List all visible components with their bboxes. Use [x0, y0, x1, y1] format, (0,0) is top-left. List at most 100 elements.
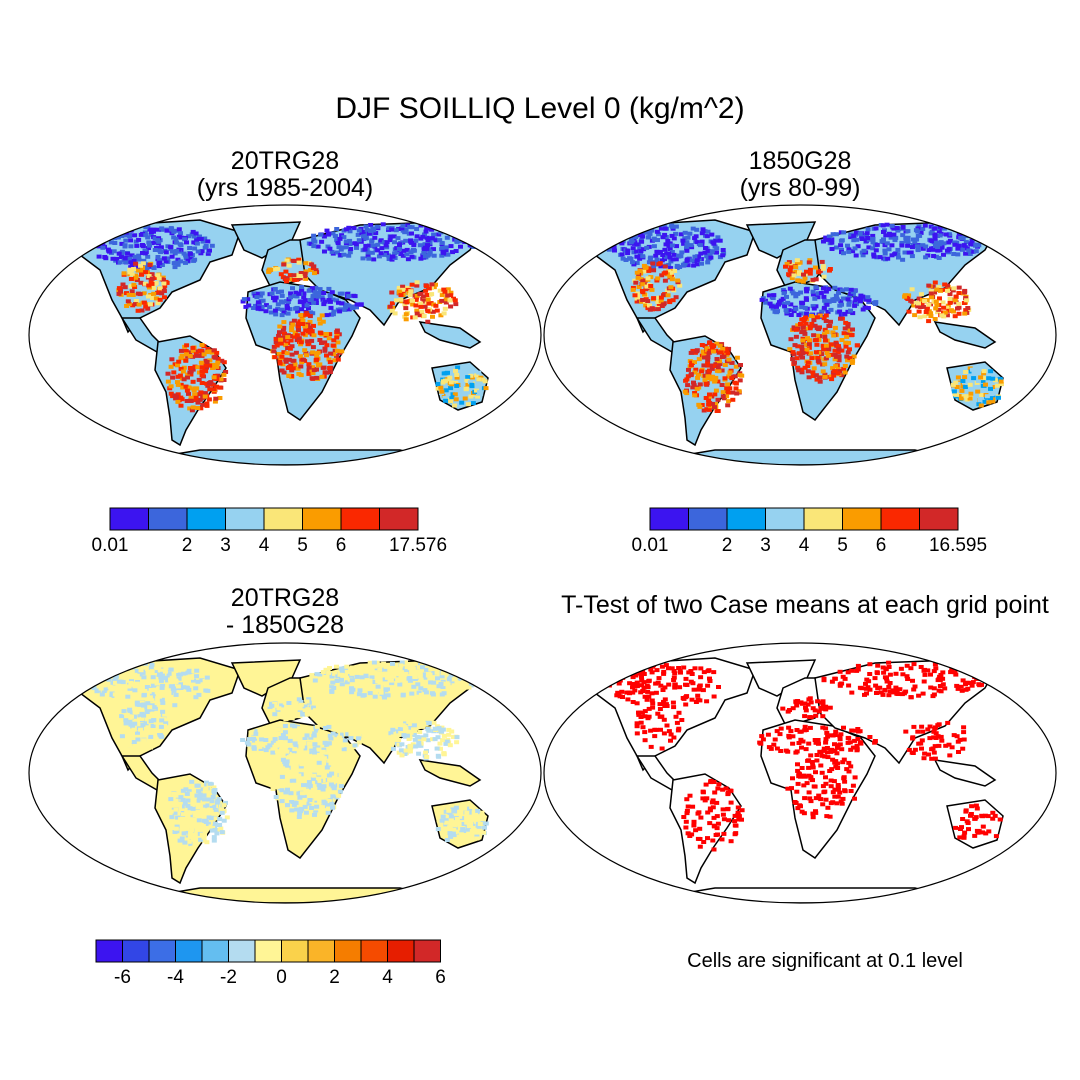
map-cell	[284, 775, 290, 780]
map-cell	[830, 232, 836, 237]
map-cell	[666, 682, 672, 687]
map-cell	[141, 693, 147, 698]
map-cell	[323, 667, 329, 672]
map-cell	[207, 363, 213, 368]
map-cell	[960, 817, 966, 821]
map-cell	[140, 231, 146, 236]
map-cell	[702, 378, 708, 383]
map-cell	[159, 277, 165, 282]
map-cell	[606, 247, 612, 252]
map-cell	[795, 323, 801, 328]
map-cell	[147, 727, 153, 732]
map-cell	[372, 694, 378, 699]
map-cell	[298, 271, 304, 275]
map-cell	[734, 355, 740, 360]
map-cell	[894, 691, 900, 696]
map-cell	[846, 299, 852, 304]
map-cell	[281, 370, 287, 375]
map-cell	[334, 679, 340, 683]
map-cell	[299, 735, 305, 740]
map-cell	[107, 249, 112, 254]
map-cell	[300, 712, 306, 717]
map-cell	[183, 384, 189, 389]
map-cell	[965, 306, 971, 310]
map-cell	[294, 807, 299, 812]
map-cell	[160, 671, 165, 676]
map-cell	[802, 796, 808, 801]
map-cell	[119, 714, 125, 719]
map-cell	[808, 776, 814, 781]
map-cell	[791, 309, 797, 314]
map-cell	[848, 308, 853, 313]
map-cell	[916, 693, 922, 698]
map-cell	[178, 395, 184, 400]
map-cell	[421, 737, 427, 742]
map-cell	[156, 258, 162, 263]
map-cell	[113, 680, 118, 685]
map-cell	[695, 693, 701, 698]
map-cell	[905, 235, 911, 240]
map-cell	[301, 304, 307, 309]
map-cell	[843, 320, 849, 325]
map-cell	[288, 791, 294, 796]
map-cell	[837, 309, 843, 314]
map-cell	[94, 689, 100, 694]
map-cell	[425, 738, 431, 743]
map-cell	[324, 743, 330, 747]
map-cell	[937, 233, 943, 238]
map-cell	[809, 760, 815, 764]
map-cell	[860, 307, 866, 312]
map-cell	[180, 369, 186, 374]
map-cell	[984, 676, 990, 681]
map-cell	[700, 790, 706, 795]
map-cell	[260, 298, 266, 303]
panel2-colorbar: 0.01 2 3 4 5 6 16.595	[632, 507, 987, 556]
map-cell	[855, 244, 861, 249]
map-cell	[906, 309, 912, 314]
map-cell	[375, 242, 381, 247]
map-cell	[877, 255, 883, 260]
map-cell	[634, 721, 640, 726]
map-cell	[835, 367, 841, 371]
map-cell	[692, 666, 698, 671]
map-cell	[146, 240, 152, 245]
map-cell	[317, 812, 323, 817]
map-cell	[340, 686, 346, 691]
map-cell	[297, 300, 303, 305]
map-cell	[435, 386, 441, 391]
map-cell	[311, 244, 317, 249]
map-cell	[822, 362, 828, 367]
map-cell	[821, 347, 827, 352]
map-cell	[317, 777, 323, 782]
map-cell	[473, 819, 479, 824]
map-cell	[187, 670, 193, 675]
map-cell	[126, 742, 132, 747]
map-cell	[910, 678, 915, 683]
map-cell	[922, 751, 928, 756]
map-cell	[784, 294, 789, 299]
colorbar-swatch	[175, 939, 203, 963]
map-cell	[416, 690, 422, 695]
map-cell	[285, 803, 290, 808]
map-cell	[844, 354, 850, 359]
map-cell	[806, 741, 812, 746]
map-cell	[669, 233, 675, 238]
map-cell	[931, 729, 937, 734]
map-cell	[302, 736, 308, 740]
map-cell	[386, 255, 392, 259]
map-cell	[409, 691, 415, 696]
map-cell	[839, 348, 845, 353]
map-cell	[874, 242, 880, 247]
map-cell	[124, 712, 130, 717]
map-cell	[630, 682, 636, 686]
map-cell	[714, 250, 719, 255]
map-cell	[292, 334, 298, 339]
map-cell	[838, 312, 844, 317]
map-cell	[296, 773, 302, 778]
map-cell	[214, 800, 220, 805]
map-cell	[200, 800, 206, 805]
map-cell	[210, 810, 216, 815]
map-cell	[428, 680, 434, 685]
colorbar-tick-label: 0	[276, 967, 287, 988]
map-cell	[184, 399, 190, 403]
